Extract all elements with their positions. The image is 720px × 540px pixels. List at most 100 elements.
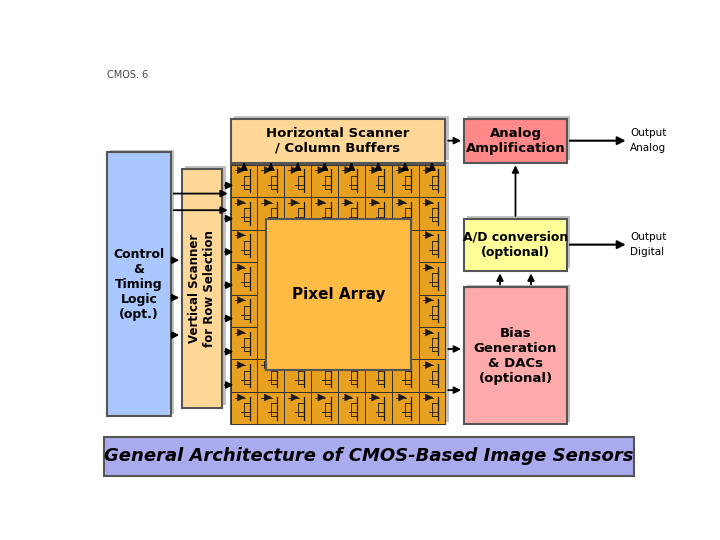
Bar — [230, 360, 258, 392]
Polygon shape — [426, 232, 433, 239]
Bar — [418, 165, 446, 197]
Polygon shape — [238, 166, 245, 174]
Polygon shape — [238, 361, 245, 369]
Bar — [230, 230, 258, 262]
Bar — [234, 116, 449, 160]
Bar — [338, 360, 365, 392]
Polygon shape — [345, 199, 352, 206]
Bar — [230, 119, 446, 163]
Polygon shape — [238, 232, 245, 239]
Polygon shape — [345, 361, 352, 369]
Polygon shape — [372, 199, 379, 206]
Polygon shape — [398, 394, 406, 401]
Bar — [365, 197, 392, 230]
Polygon shape — [426, 329, 433, 336]
Bar — [186, 166, 225, 406]
Text: CMOS. 6: CMOS. 6 — [107, 70, 148, 80]
Polygon shape — [372, 361, 379, 369]
Bar — [338, 197, 365, 230]
Polygon shape — [291, 394, 299, 401]
Text: A/D conversion
(optional): A/D conversion (optional) — [463, 231, 568, 259]
Polygon shape — [372, 394, 379, 401]
Bar — [464, 287, 567, 424]
Bar — [418, 327, 446, 360]
Text: Output: Output — [630, 232, 667, 242]
Bar — [464, 119, 567, 163]
Polygon shape — [318, 361, 325, 369]
Bar — [365, 165, 392, 197]
Bar — [365, 360, 392, 392]
Polygon shape — [264, 199, 271, 206]
Bar — [230, 392, 258, 424]
Text: Analog
Amplification: Analog Amplification — [466, 127, 565, 154]
Bar — [464, 219, 567, 271]
Bar — [284, 360, 311, 392]
Bar — [230, 165, 446, 424]
Bar — [418, 230, 446, 262]
Bar — [392, 392, 418, 424]
Bar — [338, 165, 365, 197]
Bar — [258, 392, 284, 424]
Bar — [284, 197, 311, 230]
Bar — [110, 150, 174, 414]
Bar — [230, 165, 258, 197]
Polygon shape — [238, 264, 245, 271]
Polygon shape — [238, 329, 245, 336]
Bar — [311, 360, 338, 392]
Polygon shape — [238, 394, 245, 401]
Polygon shape — [291, 166, 299, 174]
Bar — [418, 360, 446, 392]
Bar — [418, 294, 446, 327]
Polygon shape — [238, 296, 245, 303]
Text: Analog: Analog — [630, 143, 666, 153]
Polygon shape — [372, 166, 379, 174]
Polygon shape — [345, 166, 352, 174]
Polygon shape — [318, 166, 325, 174]
Polygon shape — [291, 361, 299, 369]
Bar — [266, 219, 411, 370]
Bar — [284, 392, 311, 424]
Polygon shape — [238, 199, 245, 206]
Bar — [258, 197, 284, 230]
Bar — [467, 216, 570, 268]
Bar — [230, 294, 258, 327]
Polygon shape — [426, 166, 433, 174]
Bar — [284, 165, 311, 197]
Text: General Architecture of CMOS-Based Image Sensors: General Architecture of CMOS-Based Image… — [104, 448, 634, 465]
Bar — [107, 152, 171, 416]
Polygon shape — [398, 166, 406, 174]
Polygon shape — [264, 394, 271, 401]
Bar — [230, 262, 258, 294]
Bar — [311, 392, 338, 424]
Polygon shape — [398, 361, 406, 369]
Bar — [230, 327, 258, 360]
Bar — [311, 165, 338, 197]
Bar — [234, 162, 449, 422]
Polygon shape — [426, 296, 433, 303]
Polygon shape — [318, 394, 325, 401]
Text: Control
&
Timing
Logic
(opt.): Control & Timing Logic (opt.) — [113, 248, 164, 321]
Text: Bias
Generation
& DACs
(optional): Bias Generation & DACs (optional) — [474, 327, 557, 385]
Polygon shape — [264, 361, 271, 369]
Text: Output: Output — [630, 128, 667, 138]
Polygon shape — [345, 394, 352, 401]
Polygon shape — [426, 199, 433, 206]
Text: Vertical Scanner
for Row Selection: Vertical Scanner for Row Selection — [188, 230, 216, 347]
Polygon shape — [264, 166, 271, 174]
Bar — [392, 165, 418, 197]
Polygon shape — [318, 199, 325, 206]
Polygon shape — [426, 361, 433, 369]
Polygon shape — [291, 199, 299, 206]
Bar — [230, 197, 258, 230]
Polygon shape — [398, 199, 406, 206]
Bar — [392, 360, 418, 392]
Bar — [182, 168, 222, 408]
Text: Digital: Digital — [630, 247, 665, 257]
Bar — [104, 437, 634, 476]
Bar — [418, 197, 446, 230]
Bar — [467, 116, 570, 160]
Polygon shape — [426, 394, 433, 401]
Bar — [258, 360, 284, 392]
Bar — [338, 392, 365, 424]
Bar — [311, 197, 338, 230]
